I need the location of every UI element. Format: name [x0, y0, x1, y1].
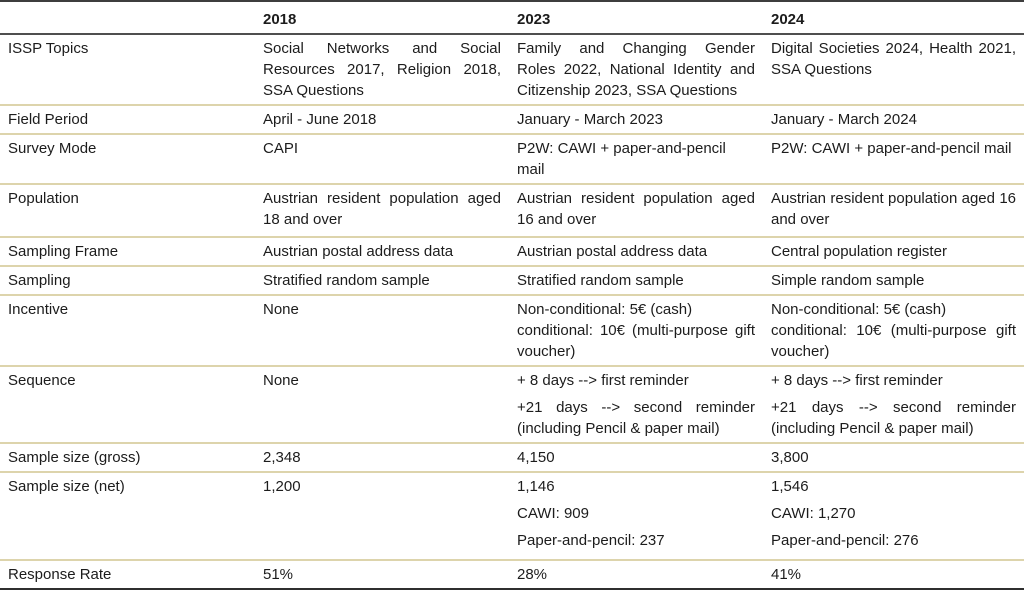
header-2024: 2024: [771, 11, 805, 28]
incentive-line: conditional: 10€ (multi-purpose gift vou…: [771, 322, 1016, 360]
table-row-incentive: Incentive None Non-conditional: 5€ (cash…: [0, 296, 1024, 367]
cell-2024: Austrian resident population aged 16 and…: [771, 190, 1016, 228]
cell-2018: Stratified random sample: [263, 272, 430, 289]
cell-2018: Austrian resident population aged 18 and…: [263, 190, 501, 228]
row-label: Sample size (net): [8, 478, 125, 495]
cell-2018: Social Networks and Social Resources 201…: [263, 40, 501, 99]
cell-2024: Central population register: [771, 243, 947, 260]
cell-2024: 3,800: [771, 449, 809, 466]
table-row-population: Population Austrian resident population …: [0, 185, 1024, 238]
cell-2018: 1,200: [263, 478, 301, 495]
sample-net-line: Paper-and-pencil: 237: [517, 532, 665, 549]
sequence-line: +21 days --> second reminder (including …: [517, 399, 755, 437]
cell-2023: Austrian resident population aged 16 and…: [517, 190, 755, 228]
row-label: Response Rate: [8, 566, 112, 583]
row-label: Field Period: [8, 111, 89, 128]
cell-2023: January - March 2023: [517, 111, 663, 128]
table-row-survey-mode: Survey Mode CAPI P2W: CAWI + paper-and-p…: [0, 135, 1024, 185]
cell-2023: Family and Changing Gender Roles 2022, N…: [517, 40, 755, 99]
header-2023: 2023: [517, 11, 551, 28]
cell-2024: 1,546 CAWI: 1,270 Paper-and-pencil: 276: [763, 473, 1024, 559]
sample-net-line: CAWI: 1,270: [771, 505, 856, 522]
cell-2023: 1,146 CAWI: 909 Paper-and-pencil: 237: [509, 473, 763, 559]
row-label: Survey Mode: [8, 140, 97, 157]
table-header-row: 2018 2023 2024: [0, 2, 1024, 35]
row-label: Sampling: [8, 272, 71, 289]
table-row-sampling-frame: Sampling Frame Austrian postal address d…: [0, 238, 1024, 267]
cell-2024: Non-conditional: 5€ (cash) conditional: …: [763, 296, 1024, 365]
table-row-field-period: Field Period April - June 2018 January -…: [0, 106, 1024, 135]
cell-2023: Stratified random sample: [517, 272, 684, 289]
incentive-line: Non-conditional: 5€ (cash): [517, 301, 693, 318]
sample-net-line: 1,546: [771, 478, 809, 495]
row-label: ISSP Topics: [8, 40, 89, 57]
cell-2023: P2W: CAWI + paper-and-pencil mail: [517, 140, 726, 178]
incentive-line: Non-conditional: 5€ (cash): [771, 301, 947, 318]
sample-net-line: CAWI: 909: [517, 505, 589, 522]
row-label: Sampling Frame: [8, 243, 119, 260]
sequence-line: + 8 days --> first reminder: [771, 372, 943, 389]
cell-2018: None: [263, 301, 299, 318]
table-row-response-rate: Response Rate 51% 28% 41%: [0, 561, 1024, 588]
table-row-sample-size-gross: Sample size (gross) 2,348 4,150 3,800: [0, 444, 1024, 473]
sample-net-line: 1,146: [517, 478, 555, 495]
row-label: Population: [8, 190, 79, 207]
cell-2024: + 8 days --> first reminder +21 days -->…: [763, 367, 1024, 442]
header-2018: 2018: [263, 11, 297, 28]
cell-2024: January - March 2024: [771, 111, 917, 128]
cell-2024: Simple random sample: [771, 272, 925, 289]
cell-2024: 41%: [771, 566, 802, 583]
row-label: Incentive: [8, 301, 69, 318]
cell-2023: 28%: [517, 566, 548, 583]
cell-2018: April - June 2018: [263, 111, 377, 128]
cell-2024: Digital Societies 2024, Health 2021, SSA…: [771, 40, 1016, 78]
cell-2018: Austrian postal address data: [263, 243, 454, 260]
sequence-line: + 8 days --> first reminder: [517, 372, 689, 389]
table-row-sample-size-net: Sample size (net) 1,200 1,146 CAWI: 909 …: [0, 473, 1024, 561]
cell-2023: Austrian postal address data: [517, 243, 708, 260]
header-empty-cell: [0, 2, 255, 33]
cell-2018: None: [263, 372, 299, 389]
cell-2023: + 8 days --> first reminder +21 days -->…: [509, 367, 763, 442]
table-row-sequence: Sequence None + 8 days --> first reminde…: [0, 367, 1024, 444]
cell-2018: 51%: [263, 566, 294, 583]
table-row-issp-topics: ISSP Topics Social Networks and Social R…: [0, 35, 1024, 106]
incentive-line: conditional: 10€ (multi-purpose gift vou…: [517, 322, 755, 360]
cell-2018: CAPI: [263, 140, 299, 157]
row-label: Sequence: [8, 372, 76, 389]
row-label: Sample size (gross): [8, 449, 141, 466]
cell-2023: Non-conditional: 5€ (cash) conditional: …: [509, 296, 763, 365]
table-row-sampling: Sampling Stratified random sample Strati…: [0, 267, 1024, 296]
cell-2018: 2,348: [263, 449, 301, 466]
sample-net-line: Paper-and-pencil: 276: [771, 532, 919, 549]
cell-2024: P2W: CAWI + paper-and-pencil mail: [771, 140, 1012, 157]
sequence-line: +21 days --> second reminder (including …: [771, 399, 1016, 437]
cell-2023: 4,150: [517, 449, 555, 466]
